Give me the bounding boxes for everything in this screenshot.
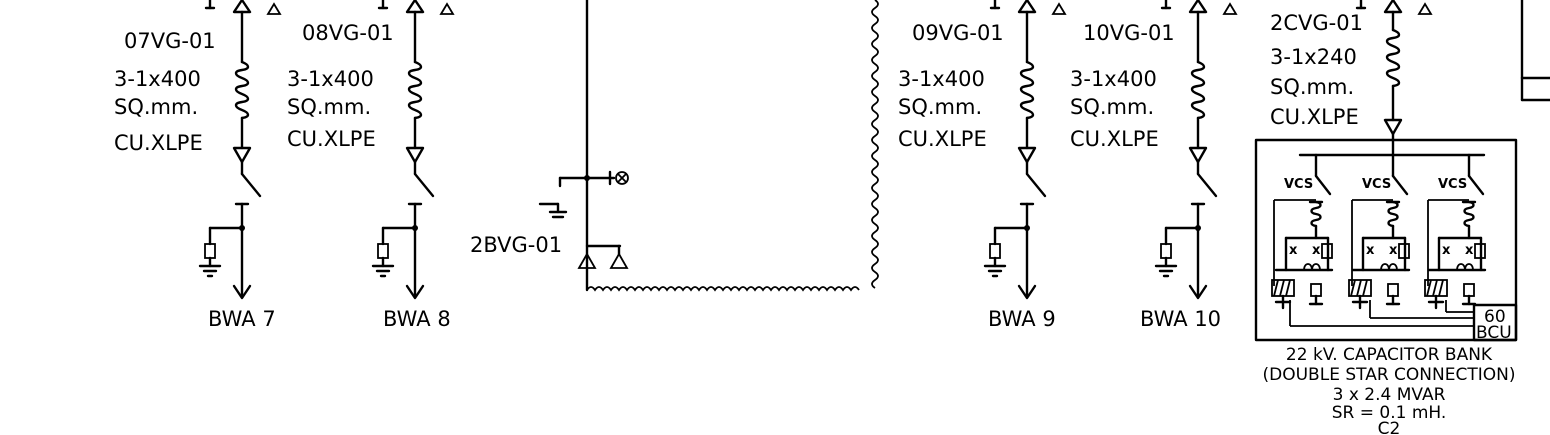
feeder-08: 08VG-01 3-1x400 SQ.mm. CU.XLPE BWA 8 [287,0,453,331]
capacitor-title-line-3: 3 x 2.4 MVAR [1333,385,1446,405]
feeder-07-cable-type: CU.XLPE [114,131,203,155]
feeder-09-cable-type: CU.XLPE [898,127,987,151]
feeder-08-load: BWA 8 [383,307,451,331]
vcs-label-1: VCS [1284,177,1313,192]
capacitor-title-line-1: 22 kV. CAPACITOR BANK [1286,345,1493,365]
feeder-07-tag: 07VG-01 [124,29,216,53]
bcu-relay [1472,303,1518,342]
feeder-10-cable-unit: SQ.mm. [1070,95,1154,119]
feeder-09-cable-unit: SQ.mm. [898,95,982,119]
capacitor-cable-unit: SQ.mm. [1270,75,1354,99]
feeder-07: 07VG-01 3-1x400 SQ.mm. CU.XLPE BWA 7 [114,0,280,331]
feeder-10-cable-type: CU.XLPE [1070,127,1159,151]
feeder-08-tag: 08VG-01 [302,21,394,45]
capacitor-title-line-4: SR = 0.1 mH. [1332,403,1447,423]
feeder-09: 09VG-01 3-1x400 SQ.mm. CU.XLPE BWA 9 [898,0,1065,331]
feeder-07-load: BWA 7 [208,307,276,331]
feeder-09-tag: 09VG-01 [912,21,1004,45]
capacitor-feeder: 2CVG-01 3-1x240 SQ.mm. CU.XLPE [1270,0,1433,157]
capacitor-bank-box: VCS VCS VCS 60 BCU [1254,138,1518,343]
feeder-07-cable-size: 3-1x400 [114,67,201,91]
right-edge-equipment [1520,0,1550,102]
feeder-10-load: BWA 10 [1140,307,1221,331]
capacitor-cable-size: 3-1x240 [1270,45,1357,69]
vcs-label-2: VCS [1362,177,1391,192]
feeder-07-cable-unit: SQ.mm. [114,95,198,119]
vcs-label-3: VCS [1438,177,1467,192]
bcu-relay-label: BCU [1476,323,1512,343]
bus-coupler-tag: 2BVG-01 [470,233,562,257]
feeder-08-cable-type: CU.XLPE [287,127,376,151]
feeder-10-cable-size: 3-1x400 [1070,67,1157,91]
bcu-relay-code: 60 [1484,307,1506,327]
feeder-09-cable-size: 3-1x400 [898,67,985,91]
capacitor-bank-title: 22 kV. CAPACITOR BANK (DOUBLE STAR CONNE… [1263,345,1516,435]
capacitor-title-line-2: (DOUBLE STAR CONNECTION) [1263,365,1516,385]
capacitor-cable-type: CU.XLPE [1270,105,1359,129]
feeder-09-load: BWA 9 [988,307,1056,331]
bus-coupler: 2BVG-01 [470,0,879,292]
feeder-10: 10VG-01 3-1x400 SQ.mm. CU.XLPE BWA 10 [1070,0,1236,331]
capacitor-feeder-tag: 2CVG-01 [1270,11,1363,35]
capacitor-title-line-5: C2 [1378,419,1401,435]
feeder-10-tag: 10VG-01 [1083,21,1175,45]
feeder-08-cable-size: 3-1x400 [287,67,374,91]
feeder-08-cable-unit: SQ.mm. [287,95,371,119]
